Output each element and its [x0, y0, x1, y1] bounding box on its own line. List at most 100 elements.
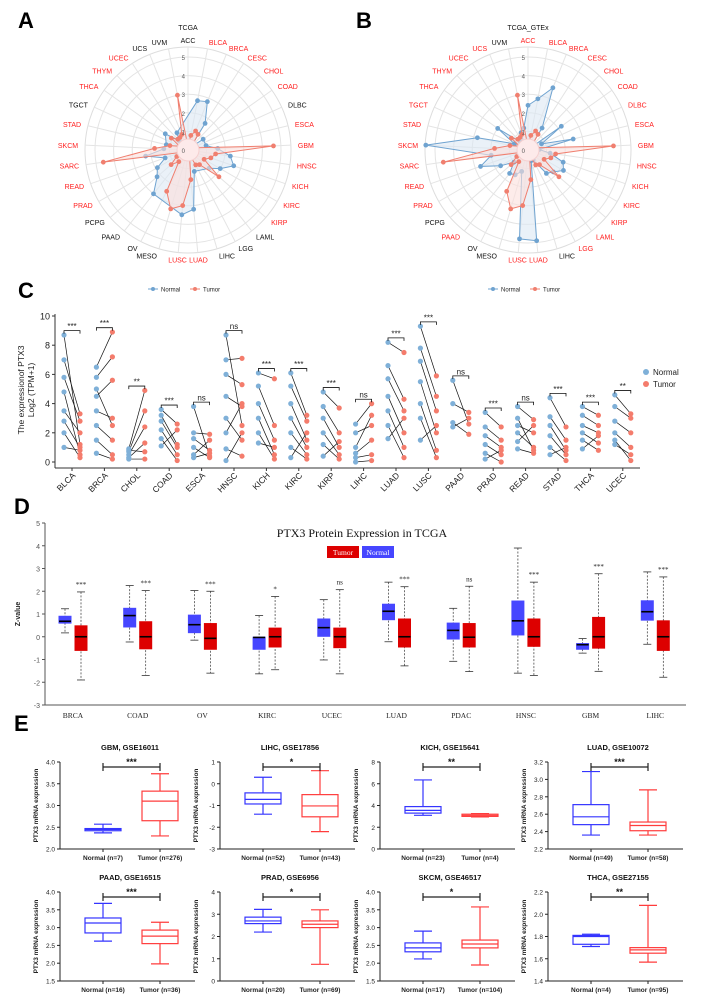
geo-boxplot-paad: 1.5 2.0 2.5 3.0 3.5 4.0 PTX3 mRNA expression PA… [33, 873, 195, 994]
tumor-point [498, 459, 504, 465]
pair-line [420, 425, 437, 441]
radar-point-normal [191, 169, 197, 174]
radar-category-label: BRCA [229, 46, 249, 53]
y-tick-label: 1 [36, 612, 40, 619]
legend-marker [193, 287, 197, 291]
y-tick-label: 4 [211, 890, 215, 897]
x-tick-label: Normal (n=52) [241, 855, 285, 862]
radar-center-hole [516, 138, 540, 162]
radar-category-label: PRAD [413, 203, 432, 210]
legend-label-tumor: Tumor [543, 288, 560, 294]
normal-point [353, 459, 359, 465]
x-tick-label: Normal (n=4) [571, 987, 611, 994]
radar-point-normal [539, 141, 544, 147]
radar-point-normal [525, 102, 531, 108]
y-tick-label: 2.5 [46, 825, 55, 832]
x-tick-label: Tumor (n=4) [461, 855, 498, 862]
y-tick-label: 1.8 [534, 934, 543, 941]
y-axis-label: PTX3 mRNA expression [33, 769, 40, 843]
radar-category-label: UCS [472, 46, 487, 53]
significance-bracket [614, 390, 632, 394]
normal-point [353, 450, 359, 456]
panel-letter-a: A [18, 8, 34, 33]
tumor-point [142, 440, 148, 446]
normal-point [191, 403, 197, 410]
tumor-box [592, 616, 606, 649]
pair-line [193, 447, 210, 458]
pair-line [549, 447, 567, 456]
y-tick-label: 2.5 [46, 943, 55, 950]
normal-box [252, 636, 266, 650]
y-tick-label: 4.0 [46, 760, 55, 767]
pair-line [355, 454, 372, 458]
radar-category-label: UVM [152, 40, 168, 47]
significance-label: ** [616, 887, 624, 897]
x-tick-label: COAD [127, 711, 149, 720]
radar-category-label: ESCA [295, 122, 314, 129]
radar-point-normal [200, 136, 206, 142]
tumor-point [271, 444, 277, 450]
normal-point [288, 383, 294, 389]
radar-point-normal [174, 130, 180, 136]
radar-category-label: PCPG [425, 220, 445, 227]
radar-category-label: ACC [181, 38, 196, 45]
radar-tick-label: 1 [522, 130, 526, 136]
normal-point [93, 393, 99, 399]
significance-label: *** [262, 360, 271, 369]
radar-category-label: READ [405, 184, 424, 191]
significance-bracket [63, 330, 81, 334]
tumor-box [527, 618, 541, 647]
radar-point-tumor [515, 92, 520, 98]
normal-point [320, 441, 326, 448]
tumor-point [77, 455, 83, 461]
tumor-point [174, 421, 180, 427]
radar-point-tumor [271, 143, 276, 149]
normal-point [515, 415, 521, 421]
geo-boxplot-luad: 2.2 2.4 2.6 2.8 3.0 3.2 PTX3 mRNA expression LU… [521, 743, 683, 862]
pair-line [484, 412, 502, 428]
radar-point-tumor [168, 206, 174, 212]
radar-point-tumor [168, 135, 174, 141]
normal-point [547, 395, 553, 401]
x-tick-label: BRCA [63, 711, 84, 720]
radar-point-tumor [168, 162, 174, 168]
tumor-point [336, 456, 342, 462]
normal-point [288, 415, 294, 421]
radar-point-normal [217, 166, 223, 172]
pair-line [355, 415, 372, 448]
normal-point [385, 376, 391, 382]
pair-line [387, 365, 405, 400]
normal-point [353, 455, 359, 461]
radar-category-label: READ [65, 184, 84, 191]
y-tick-label: 4 [36, 544, 40, 551]
normal-point [385, 393, 391, 399]
normal-point [385, 339, 391, 345]
tumor-point [336, 444, 342, 450]
pair-line [225, 417, 243, 441]
normal-point [417, 401, 423, 407]
pair-line [160, 438, 178, 461]
tumor-point [401, 415, 407, 421]
radar-point-tumor [193, 162, 199, 168]
tumor-point [271, 452, 277, 458]
pair-line [452, 403, 469, 413]
y-tick-label: 0 [36, 635, 40, 642]
tumor-point [109, 456, 115, 462]
pair-line [322, 418, 340, 448]
radar-category-label: KIRP [611, 220, 628, 227]
radar-category-label: KICH [632, 184, 649, 191]
normal-point [353, 444, 359, 450]
radar-category-label: THYM [432, 68, 452, 75]
normal-box [84, 917, 122, 934]
radar-tick-label: 5 [522, 56, 526, 62]
radar-category-label: KIRC [623, 203, 640, 210]
legend-label-normal: Normal [161, 288, 180, 294]
x-tick-label: UCEC [322, 711, 342, 720]
normal-point [482, 456, 488, 462]
normal-point [288, 401, 294, 407]
y-axis-label: PTX3 mRNA expression [193, 769, 200, 843]
y-tick-label: 10 [40, 312, 50, 322]
tumor-point [142, 424, 148, 430]
normal-point [191, 430, 197, 436]
normal-point [353, 421, 359, 427]
